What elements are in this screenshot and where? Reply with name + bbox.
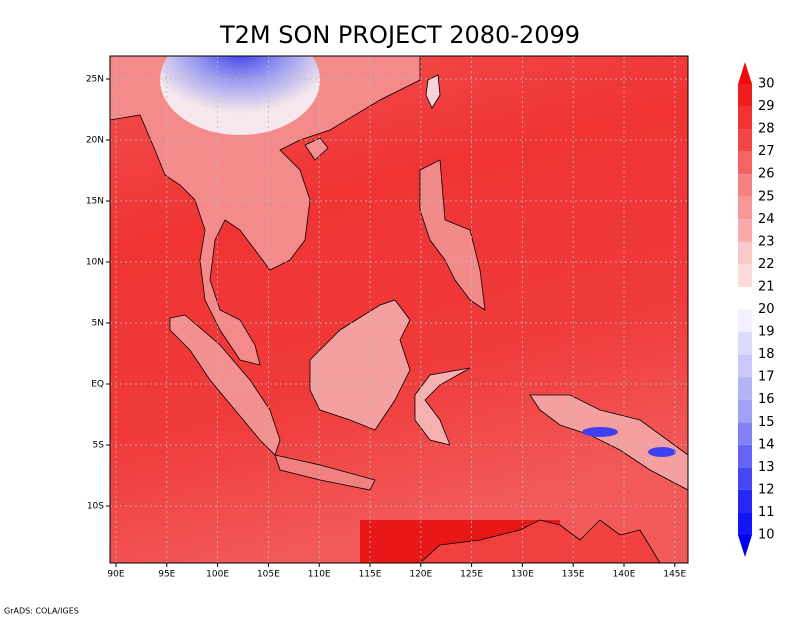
cold-highland [648, 447, 676, 457]
colorbar-label: 22 [758, 257, 775, 272]
colorbar-arrow [738, 535, 752, 557]
colorbar-segment [738, 399, 752, 423]
colorbar-label: 26 [758, 167, 775, 182]
colorbar-label: 10 [758, 528, 775, 543]
colorbar-label: 19 [758, 325, 775, 340]
colorbar-segment [738, 129, 752, 152]
colorbar-label: 14 [758, 437, 775, 452]
colorbar-segment [738, 332, 752, 355]
colorbar: 10 11 12 13 14 15 16 17 18 19 20 21 22 23 24 25 26 27 28 29… [738, 62, 775, 557]
colorbar-label: 29 [758, 99, 775, 114]
x-tick-label: 120E [409, 570, 432, 580]
y-tick-label: EQ [91, 380, 104, 390]
colorbar-segment [738, 151, 752, 175]
colorbar-label: 17 [758, 370, 775, 385]
colorbar-segment [738, 377, 752, 400]
colorbar-label: 13 [758, 460, 775, 475]
x-tick-label: 110E [308, 570, 331, 580]
taiwan [425, 74, 441, 109]
y-tick-label: 5S [93, 441, 105, 451]
x-tick-label: 105E [257, 570, 280, 580]
axes: 90E 95E 100E 105E 110E 115E 120E 125E 130E 135E 14… [86, 75, 687, 580]
cold-highland [160, 56, 320, 135]
y-tick-label: 10N [86, 258, 104, 268]
mainland [110, 56, 421, 366]
colorbar-segment [738, 422, 752, 445]
colorbar-segment [738, 84, 752, 107]
y-tick-label: 25N [86, 75, 104, 85]
grid [110, 56, 688, 563]
y-tick-label: 15N [86, 197, 104, 207]
colorbar-label: 24 [758, 212, 775, 227]
x-tick-label: 145E [663, 570, 686, 580]
x-tick-label: 125E [460, 570, 483, 580]
colorbar-label: 30 [758, 77, 775, 92]
borneo [309, 299, 411, 431]
colorbar-segment [738, 354, 752, 378]
colorbar-label: 15 [758, 415, 775, 430]
y-tick-label: 5N [92, 319, 104, 329]
y-tick-label: 10S [87, 502, 104, 512]
colorbar-segment [738, 286, 752, 310]
colorbar-segment [738, 106, 752, 130]
y-tick-label: 20N [86, 136, 104, 146]
colorbar-label: 28 [758, 122, 775, 137]
colorbar-segment [738, 512, 752, 535]
colorbar-label: 21 [758, 279, 775, 294]
x-tick-label: 100E [206, 570, 229, 580]
colorbar-arrow [738, 62, 752, 84]
x-tick-label: 140E [613, 570, 636, 580]
x-tick-label: 130E [511, 570, 534, 580]
colorbar-label: 12 [758, 482, 775, 497]
x-tick-label: 115E [359, 570, 382, 580]
colorbar-label: 20 [758, 302, 775, 317]
map [110, 56, 688, 563]
colorbar-label: 25 [758, 189, 775, 204]
x-tick-label: 90E [107, 570, 124, 580]
new-guinea [529, 394, 688, 491]
colorbar-label: 27 [758, 144, 775, 159]
colorbar-label: 23 [758, 234, 775, 249]
java [274, 454, 376, 491]
colorbar-segment [738, 444, 752, 468]
colorbar-segment [738, 489, 752, 513]
colorbar-segment [738, 264, 752, 287]
colorbar-segment [738, 219, 752, 242]
title: T2M SON PROJECT 2080-2099 [219, 21, 580, 49]
colorbar-segment [738, 174, 752, 197]
colorbar-label: 11 [758, 505, 775, 520]
colorbar-label: 18 [758, 347, 775, 362]
x-tick-label: 135E [562, 570, 585, 580]
colorbar-segment [738, 309, 752, 333]
colorbar-segment [738, 467, 752, 490]
sulawesi [414, 367, 471, 446]
footer: GrADS: COLA/IGES [4, 607, 79, 616]
philippines [419, 159, 486, 311]
colorbar-label: 16 [758, 392, 775, 407]
colorbar-segment [738, 241, 752, 265]
colorbar-segment [738, 196, 752, 220]
x-tick-label: 95E [158, 570, 175, 580]
plot-frame [109, 55, 689, 564]
cold-highland [582, 427, 618, 437]
australia [419, 519, 661, 563]
